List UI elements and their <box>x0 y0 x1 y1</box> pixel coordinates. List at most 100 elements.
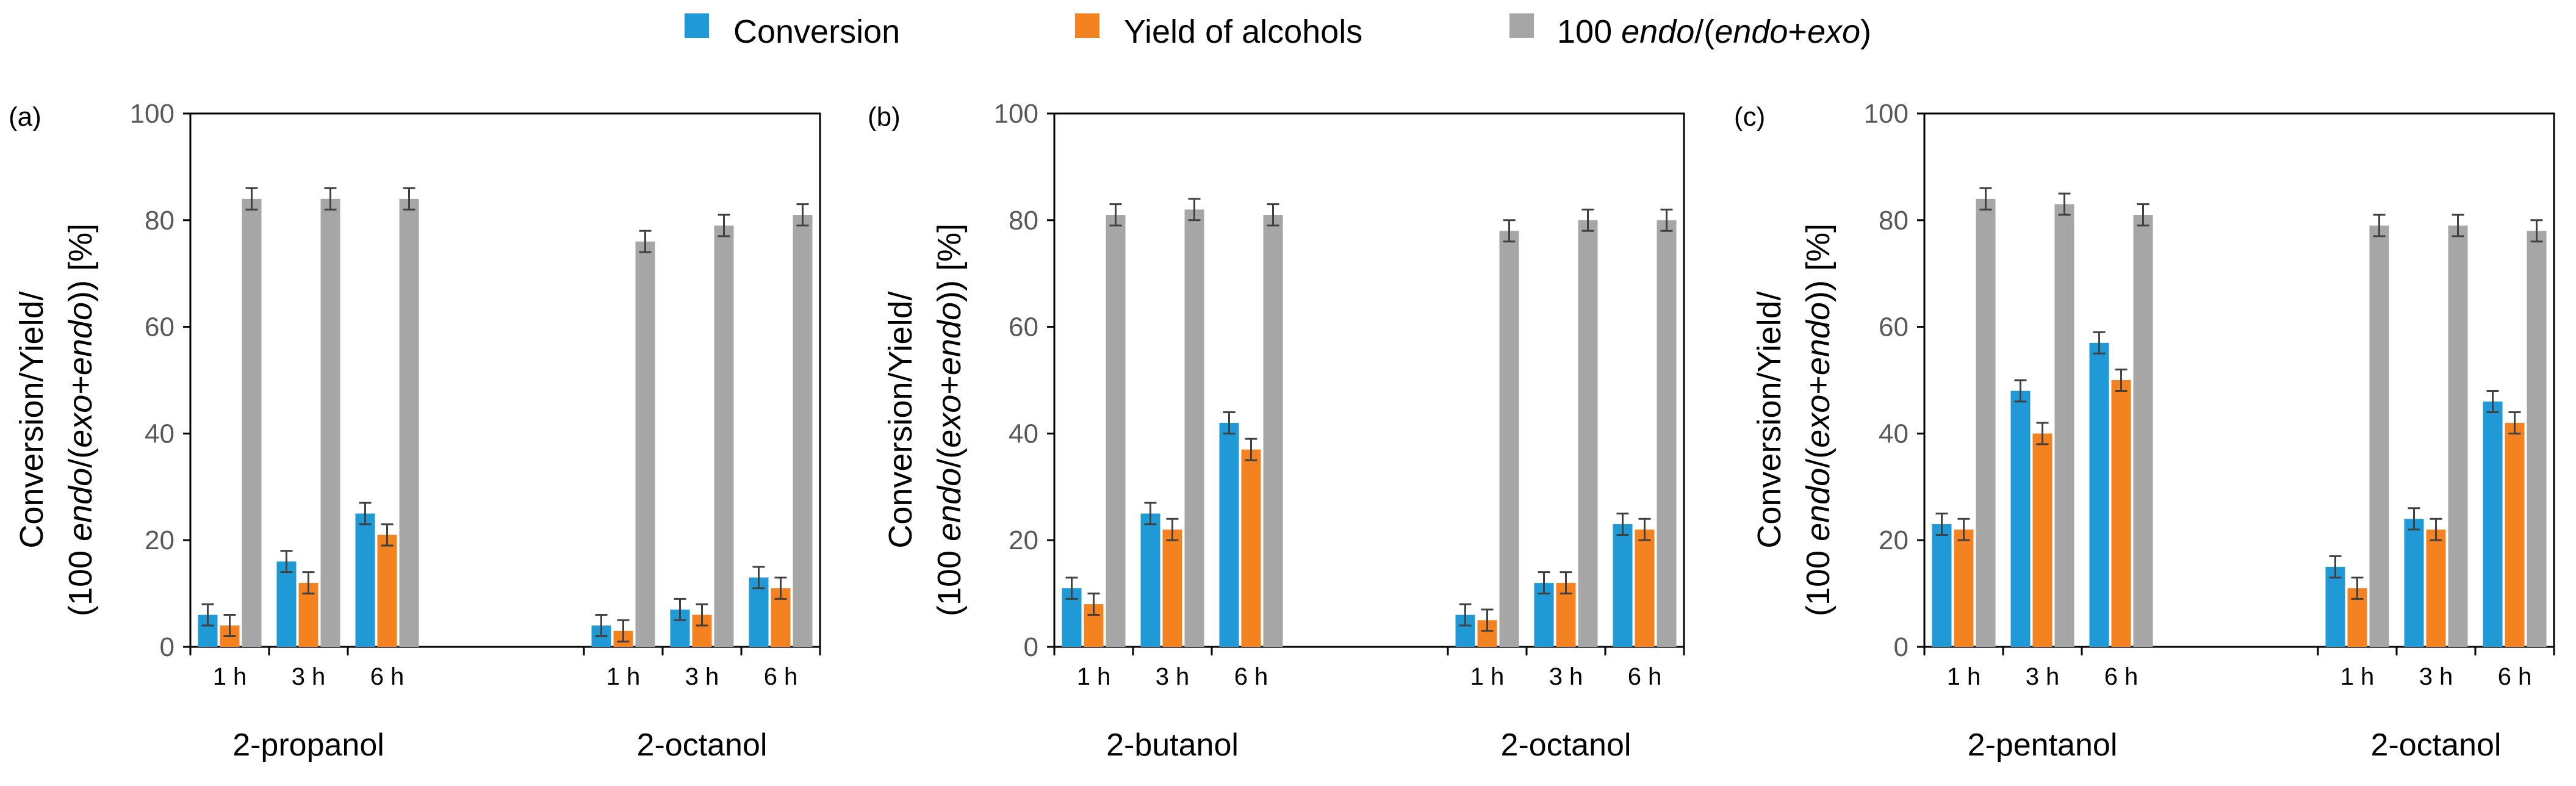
bar-conversion <box>2483 401 2503 647</box>
y-axis-label-line2: (100 endo/(exo+endo)) [%] <box>1800 223 1837 616</box>
y-axis-label: Conversion/Yield/ <box>882 291 919 548</box>
y-tick-label: 100 <box>130 99 174 129</box>
bar-yield <box>1635 529 1655 647</box>
bar-endo <box>1263 215 1283 647</box>
bar-yield <box>1954 529 1974 647</box>
y-tick-label: 80 <box>1009 206 1038 236</box>
y-tick-label: 80 <box>1879 206 1909 236</box>
x-category-label: 3 h <box>1156 663 1190 690</box>
y-axis-label-line2: (100 endo/(exo+endo)) [%] <box>931 223 968 616</box>
bar-yield <box>377 535 397 647</box>
plot-frame <box>1053 112 1685 648</box>
y-axis-label: Conversion/Yield/ <box>13 291 50 548</box>
bar-conversion <box>276 561 297 647</box>
y-tick-label: 0 <box>1894 632 1909 662</box>
y-tick-label: 60 <box>145 312 174 342</box>
plot-frame <box>189 112 821 648</box>
bar-yield <box>2426 529 2446 647</box>
bar-endo <box>1976 198 1996 647</box>
bar-endo <box>635 241 655 647</box>
bar-conversion <box>2089 342 2109 647</box>
y-tick-label: 40 <box>1009 419 1038 449</box>
bar-endo <box>1657 220 1677 647</box>
legend-label-endo: 100 endo/(endo+exo) <box>1557 13 1871 50</box>
x-category-label: 3 h <box>2026 663 2060 690</box>
plots: 0 20 40 60 80 100 1 h 3 h 6 h 2-propanol 1 h 3 h 6 h… <box>130 99 2555 763</box>
bar-endo <box>2448 225 2468 647</box>
bar-endo <box>399 198 419 647</box>
bar-yield <box>2032 433 2053 647</box>
bar-conversion <box>1613 524 1633 647</box>
bar-endo <box>2369 225 2389 647</box>
panel-c: (c) Conversion/Yield/ (100 endo/(exo+end… <box>1734 102 1837 616</box>
bar-conversion <box>1932 524 1952 647</box>
bar-endo <box>1578 220 1598 647</box>
y-tick-label: 100 <box>994 99 1038 129</box>
bar-endo <box>714 225 734 647</box>
legend-swatch-conversion <box>685 13 709 38</box>
y-axis-label-line2: (100 endo/(exo+endo)) [%] <box>62 223 99 616</box>
bar-conversion <box>355 513 375 647</box>
x-category-label: 6 h <box>2104 663 2139 690</box>
bar-endo <box>1499 231 1519 647</box>
legend: Conversion Yield of alcohols 100 endo/(e… <box>685 13 1871 50</box>
bar-endo <box>2527 231 2547 647</box>
x-category-label: 1 h <box>606 663 641 690</box>
panel-label: (c) <box>1734 102 1765 132</box>
y-tick-label: 80 <box>145 206 174 236</box>
x-category-label: 1 h <box>1470 663 1505 690</box>
x-group-label: 2-pentanol <box>1968 727 2118 763</box>
y-tick-label: 100 <box>1864 99 1909 129</box>
y-tick-label: 20 <box>145 525 174 555</box>
x-group-label: 2-octanol <box>2371 727 2502 763</box>
bar-endo <box>320 198 340 647</box>
x-category-label: 3 h <box>292 663 326 690</box>
x-group-label: 2-butanol <box>1106 727 1239 763</box>
bar-yield <box>2111 380 2131 647</box>
legend-swatch-endo <box>1509 13 1534 38</box>
bar-conversion <box>2404 519 2424 647</box>
bar-endo <box>793 215 813 647</box>
x-group-label: 2-propanol <box>232 727 384 763</box>
y-tick-label: 60 <box>1879 312 1909 342</box>
y-tick-label: 40 <box>1879 419 1909 449</box>
x-group-label: 2-octanol <box>1501 727 1632 763</box>
x-category-label: 6 h <box>764 663 798 690</box>
chart-panel-2: 0 20 40 60 80 100 1 h 3 h 6 h 2-butanol 1 h 3 h 6 h 2… <box>994 99 1685 763</box>
bar-conversion <box>1219 422 1239 647</box>
x-category-label: 6 h <box>370 663 405 690</box>
bar-yield <box>2505 422 2525 647</box>
x-category-label: 3 h <box>1549 663 1583 690</box>
panel-b: (b) Conversion/Yield/ (100 endo/(exo+end… <box>868 102 968 616</box>
legend-label-yield: Yield of alcohols <box>1124 13 1362 50</box>
y-tick-label: 60 <box>1009 312 1038 342</box>
panel-label: (b) <box>868 102 901 132</box>
chart-panel-3: 0 20 40 60 80 100 1 h 3 h 6 h 2-pentanol 1 h 3 h 6 h… <box>1864 99 2555 763</box>
bar-endo <box>2133 215 2153 647</box>
chart-panel-1: 0 20 40 60 80 100 1 h 3 h 6 h 2-propanol 1 h 3 h 6 h… <box>130 99 821 763</box>
bar-conversion <box>2325 566 2345 647</box>
bar-yield <box>1162 529 1182 647</box>
bar-conversion <box>2010 391 2031 647</box>
x-category-label: 6 h <box>2498 663 2532 690</box>
x-category-label: 6 h <box>1234 663 1268 690</box>
bar-endo <box>242 198 262 647</box>
y-tick-label: 20 <box>1009 525 1038 555</box>
bar-endo <box>2054 204 2074 647</box>
plot-frame <box>1923 112 2555 648</box>
legend-label-conversion: Conversion <box>733 13 900 50</box>
y-axis-label: Conversion/Yield/ <box>1751 291 1788 548</box>
x-group-label: 2-octanol <box>637 727 768 763</box>
y-tick-label: 0 <box>160 632 174 662</box>
x-category-label: 1 h <box>1947 663 1981 690</box>
x-category-label: 3 h <box>685 663 719 690</box>
bar-endo <box>1184 209 1204 647</box>
x-category-label: 1 h <box>2340 663 2375 690</box>
bar-yield <box>1241 449 1261 647</box>
panel-a: (a) Conversion/Yield/ (100 endo/(exo+end… <box>9 102 99 616</box>
y-tick-label: 0 <box>1024 632 1038 662</box>
legend-swatch-yield <box>1075 13 1099 38</box>
x-category-label: 1 h <box>213 663 247 690</box>
x-category-label: 1 h <box>1077 663 1111 690</box>
